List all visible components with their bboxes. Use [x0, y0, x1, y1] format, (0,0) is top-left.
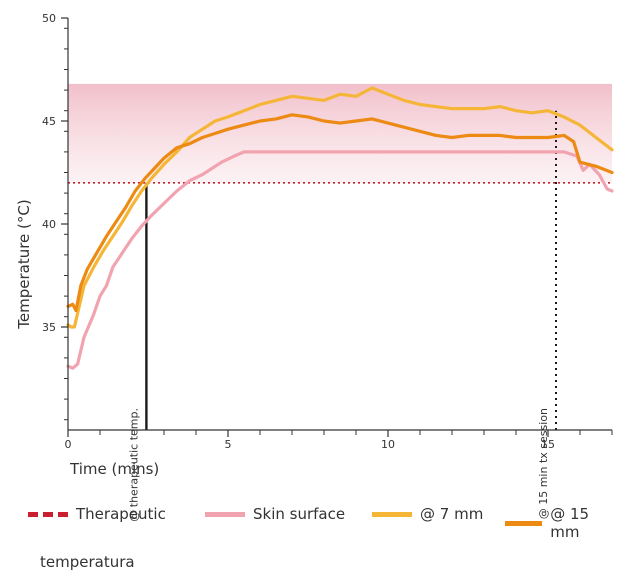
y-tick-label: 45	[42, 115, 56, 128]
reference-label-1: @ therapeutic temp.	[127, 408, 140, 522]
legend-item-15mm: @ 15 mm	[505, 505, 618, 541]
y-tick-label: 35	[42, 321, 56, 334]
therapeutic-band	[68, 83, 612, 183]
legend-label-15mm: @ 15 mm	[550, 505, 590, 541]
y-tick-label: 40	[42, 218, 56, 231]
x-axis-label: Time (mins)	[69, 460, 159, 478]
legend-swatch-7mm	[372, 511, 412, 517]
caption: temperatura	[40, 553, 135, 571]
legend-label-7mm: @ 7 mm	[420, 505, 484, 523]
x-tick-label: 0	[65, 438, 72, 451]
legend-swatch-therapeutic	[28, 511, 68, 517]
legend-swatch-skin-surface	[205, 511, 245, 517]
x-tick-label: 15	[541, 438, 555, 451]
series-line-15-mm	[66, 113, 614, 313]
y-tick-label: 50	[42, 12, 56, 25]
y-axis-label: Temperature (°C)	[15, 199, 33, 329]
series-line-7-mm	[66, 86, 614, 329]
legend-label-therapeutic: Therapeutic	[76, 505, 166, 523]
legend-item-7mm: @ 7 mm	[372, 505, 483, 523]
x-tick-label: 10	[381, 438, 395, 451]
x-tick-label: 5	[225, 438, 232, 451]
legend-swatch-15mm	[505, 520, 543, 526]
legend-item-skin-surface: Skin surface	[205, 505, 345, 523]
series-line-skin-surface	[66, 150, 614, 370]
reference-label-2: @ 15 min tx session	[537, 408, 550, 519]
legend-label-skin-surface: Skin surface	[253, 505, 346, 523]
legend-item-therapeutic: Therapeutic	[28, 505, 166, 523]
